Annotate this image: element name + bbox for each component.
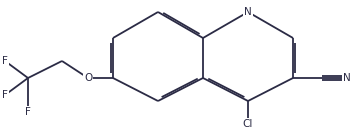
Text: Cl: Cl bbox=[243, 119, 253, 129]
Text: F: F bbox=[2, 56, 8, 66]
Text: N: N bbox=[343, 73, 351, 83]
Text: N: N bbox=[244, 7, 252, 17]
Text: O: O bbox=[84, 73, 92, 83]
Text: F: F bbox=[25, 107, 31, 117]
Text: F: F bbox=[2, 90, 8, 100]
